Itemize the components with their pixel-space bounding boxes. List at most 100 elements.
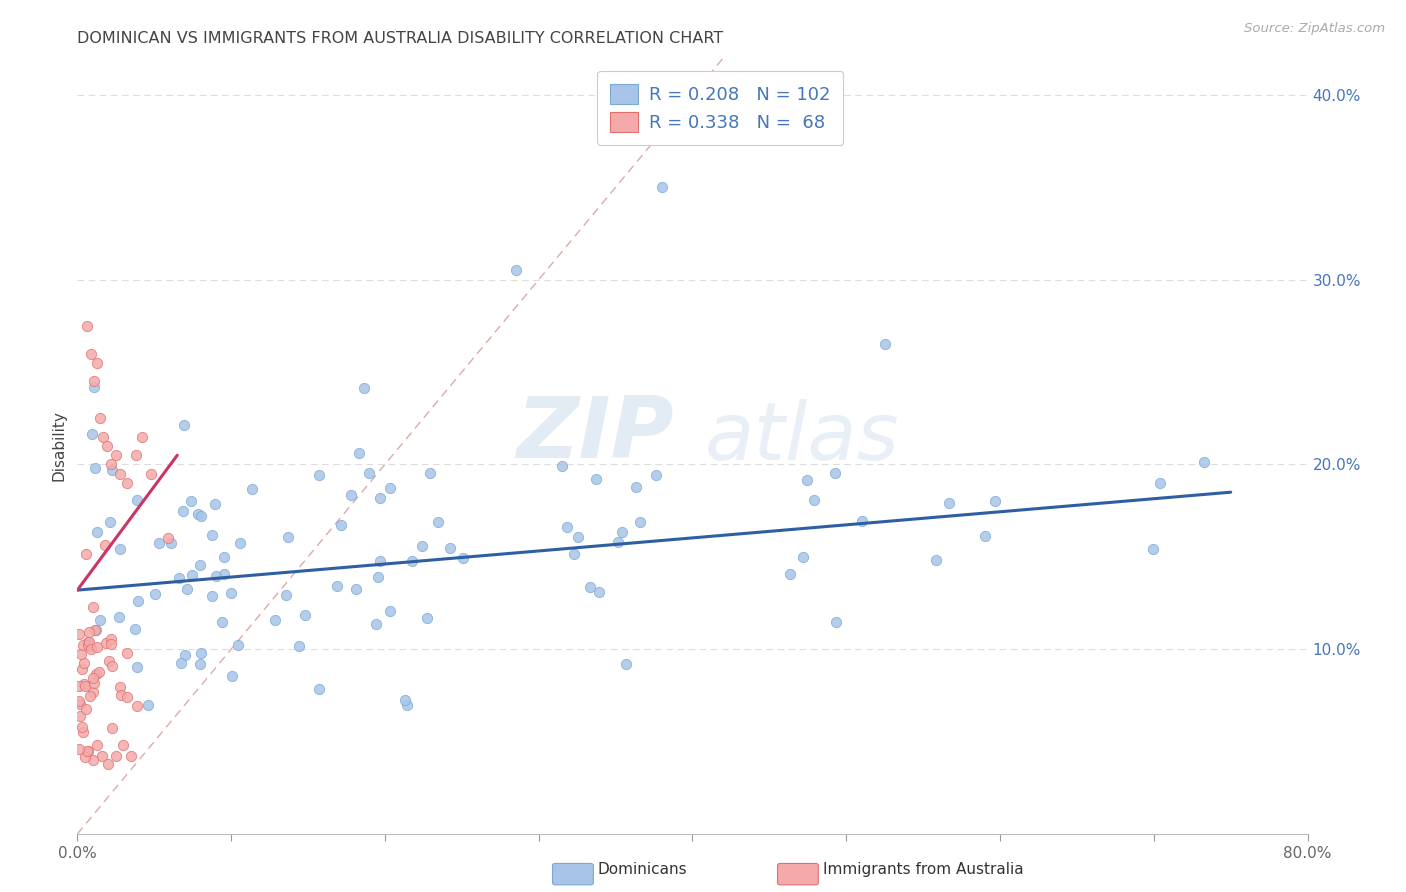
Text: ZIP: ZIP — [516, 392, 673, 475]
Point — [588, 585, 610, 599]
Point — [82, 599, 104, 614]
Point — [83, 624, 105, 638]
Point — [84, 623, 107, 637]
Point — [451, 550, 474, 565]
Point — [190, 509, 212, 524]
Point — [366, 616, 388, 631]
Point — [190, 646, 212, 660]
Point — [156, 532, 179, 546]
Point — [80, 346, 103, 360]
Point — [100, 463, 122, 477]
Point — [76, 744, 98, 758]
Point — [77, 744, 100, 758]
Point — [368, 554, 391, 568]
Point — [851, 514, 873, 528]
Point — [72, 662, 94, 676]
Point — [240, 482, 263, 496]
Point — [67, 680, 90, 694]
Point — [219, 586, 242, 600]
Point — [69, 708, 91, 723]
Point — [938, 496, 960, 510]
Point — [339, 488, 361, 502]
Point — [277, 530, 299, 544]
Point — [127, 594, 149, 608]
Point — [204, 497, 226, 511]
Point — [439, 541, 461, 556]
Point — [973, 529, 995, 543]
Point — [83, 676, 105, 690]
Point — [579, 580, 602, 594]
Point — [83, 374, 105, 388]
Point — [69, 693, 91, 707]
Point — [79, 635, 101, 649]
Point — [86, 356, 108, 370]
Point — [173, 418, 195, 433]
Point — [100, 515, 122, 529]
Point — [201, 528, 224, 542]
Point — [94, 538, 117, 552]
Point — [84, 666, 107, 681]
Point — [101, 658, 124, 673]
Point — [79, 640, 101, 654]
Legend: R = 0.208   N = 102, R = 0.338   N =  68: R = 0.208 N = 102, R = 0.338 N = 68 — [598, 70, 844, 145]
Y-axis label: Disability: Disability — [51, 410, 66, 482]
Point — [394, 693, 416, 707]
Point — [110, 467, 132, 481]
Point — [1142, 541, 1164, 556]
Point — [221, 669, 243, 683]
Point — [73, 750, 96, 764]
Point — [80, 642, 103, 657]
Point — [96, 636, 118, 650]
Point — [104, 749, 127, 764]
Point — [555, 520, 578, 534]
Point — [287, 639, 309, 653]
Point — [125, 659, 148, 673]
Point — [101, 721, 124, 735]
Point — [419, 466, 441, 480]
Point — [357, 466, 380, 480]
Point — [416, 611, 439, 625]
Text: Source: ZipAtlas.com: Source: ZipAtlas.com — [1244, 22, 1385, 36]
Point — [67, 742, 90, 756]
Point — [104, 448, 127, 462]
Point — [143, 587, 166, 601]
Point — [368, 491, 391, 506]
Point — [90, 749, 114, 764]
Point — [87, 665, 110, 679]
Point — [76, 635, 98, 649]
Point — [188, 558, 211, 572]
Text: Dominicans: Dominicans — [598, 863, 688, 877]
Point — [70, 720, 93, 734]
Point — [148, 535, 170, 549]
Point — [120, 749, 142, 764]
Point — [100, 637, 122, 651]
Point — [76, 318, 98, 333]
Point — [127, 493, 149, 508]
Point — [792, 550, 814, 565]
Point — [77, 625, 100, 640]
Point — [167, 571, 190, 585]
Point — [86, 739, 108, 753]
Text: DOMINICAN VS IMMIGRANTS FROM AUSTRALIA DISABILITY CORRELATION CHART: DOMINICAN VS IMMIGRANTS FROM AUSTRALIA D… — [77, 31, 724, 46]
Point — [108, 541, 131, 556]
Point — [89, 613, 111, 627]
Point — [624, 480, 647, 494]
Text: atlas: atlas — [704, 400, 900, 477]
Point — [614, 657, 637, 671]
Point — [100, 458, 122, 472]
Point — [226, 638, 249, 652]
Point — [73, 677, 96, 691]
Point — [125, 448, 148, 462]
Point — [83, 461, 105, 475]
Point — [607, 535, 630, 549]
Point — [89, 411, 111, 425]
Point — [96, 439, 118, 453]
Point — [779, 566, 801, 581]
Point — [100, 632, 122, 646]
Point — [72, 638, 94, 652]
Point — [567, 530, 589, 544]
Point — [110, 680, 132, 694]
Point — [824, 467, 846, 481]
Point — [205, 569, 228, 583]
Point — [70, 647, 93, 661]
